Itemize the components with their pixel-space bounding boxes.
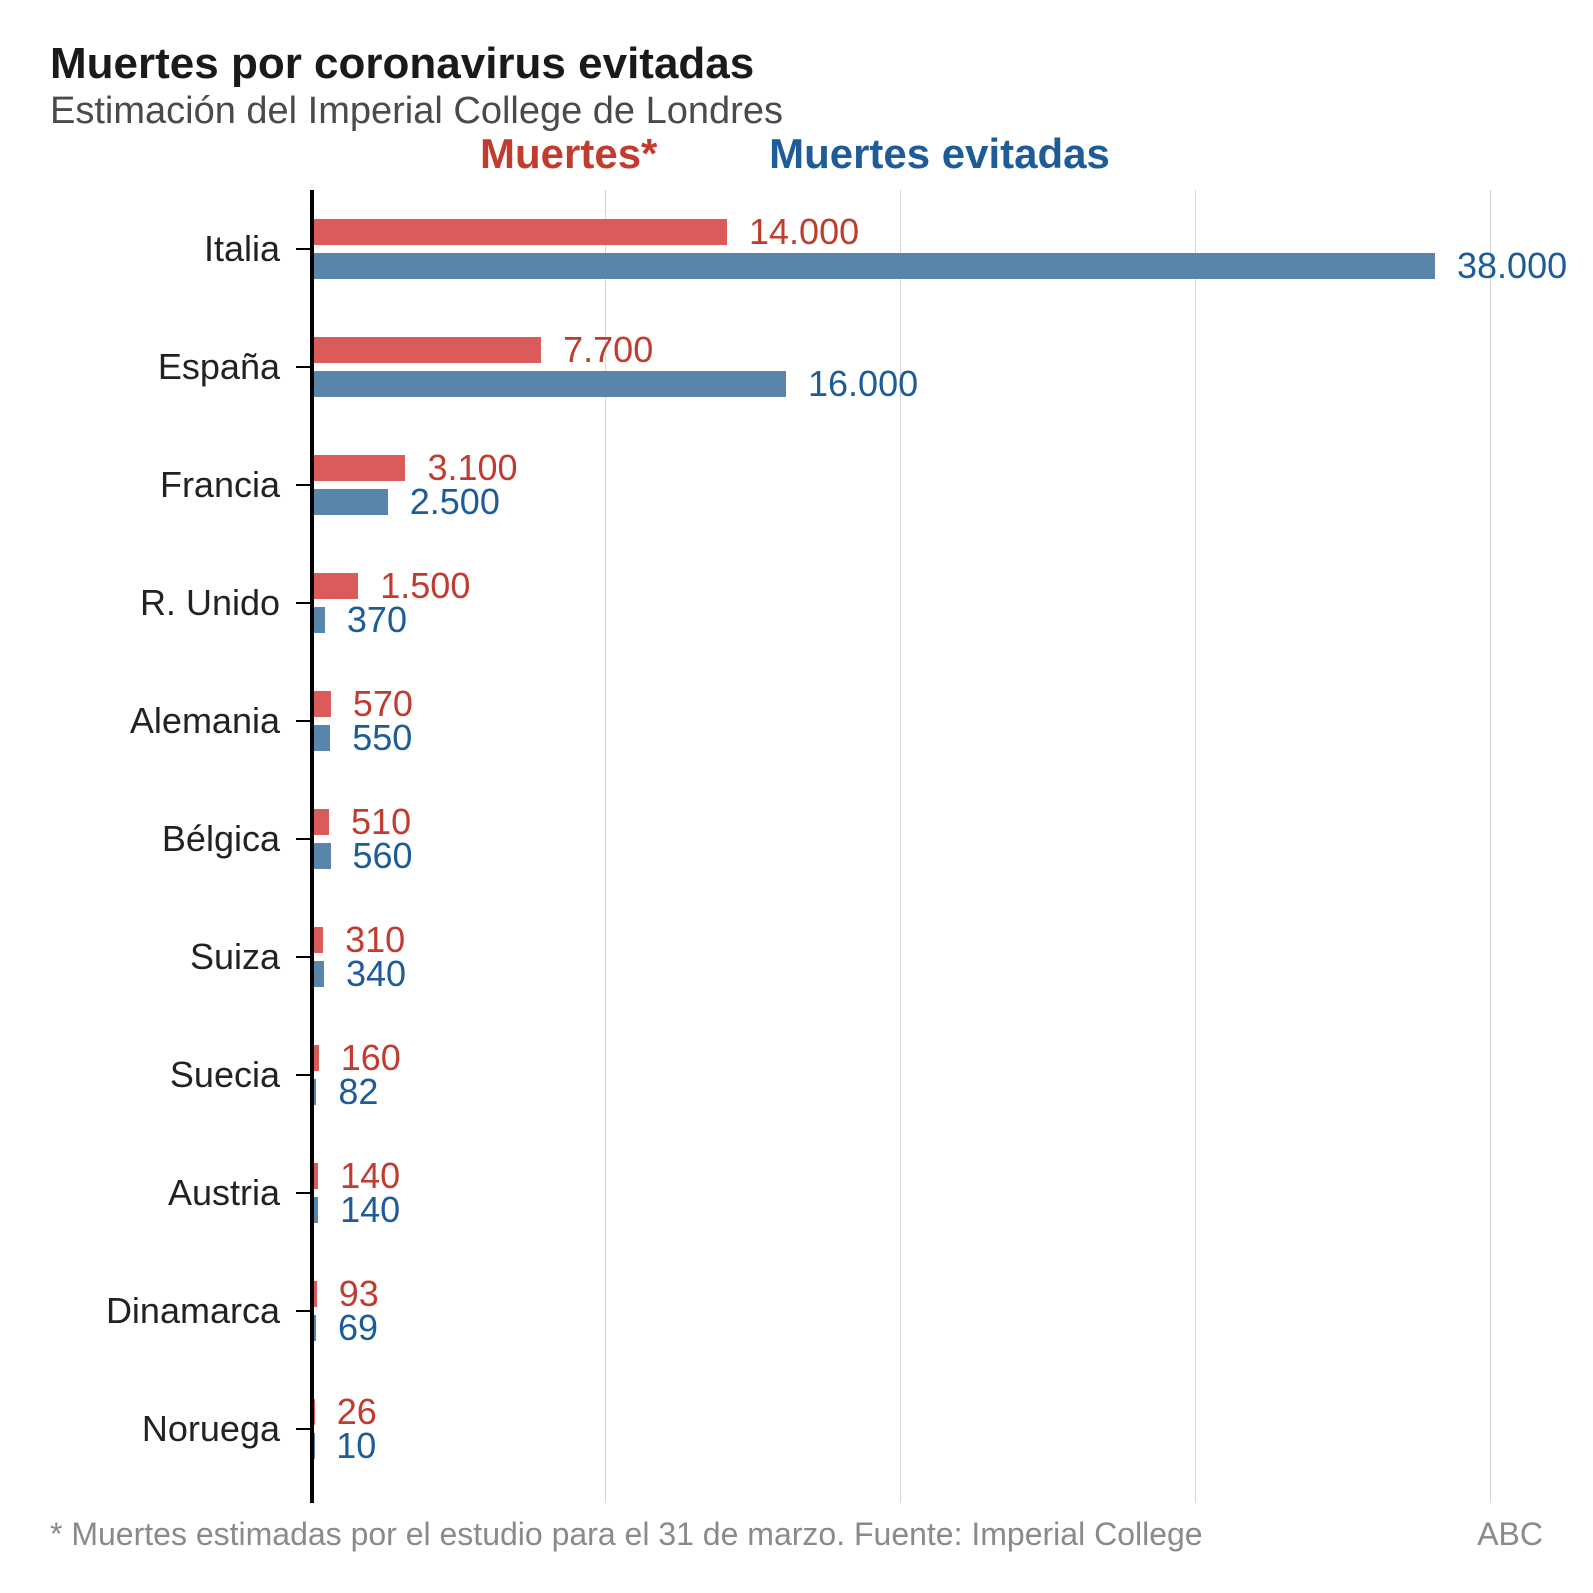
data-row: Suecia16082 [50, 1016, 1543, 1134]
axis-tick [296, 838, 310, 840]
axis-tick [296, 366, 310, 368]
bar-avoided [314, 725, 330, 751]
axis-tick [296, 484, 310, 486]
category-label: España [50, 349, 286, 385]
bar-deaths [314, 1399, 315, 1425]
axis-tick [296, 956, 310, 958]
chart-title: Muertes por coronavirus evitadas [50, 40, 1543, 88]
chart-subtitle: Estimación del Imperial College de Londr… [50, 90, 1543, 133]
chart-footnote: * Muertes estimadas por el estudio para … [50, 1516, 1203, 1553]
bar-deaths [314, 809, 329, 835]
bar-deaths [314, 1045, 319, 1071]
data-row: R. Unido1.500370 [50, 544, 1543, 662]
bar-avoided [314, 371, 786, 397]
axis-tick [296, 1428, 310, 1430]
category-label: Francia [50, 467, 286, 503]
bar-deaths [314, 927, 323, 953]
bar-avoided [314, 1197, 318, 1223]
category-label: Austria [50, 1175, 286, 1211]
data-row: Suiza310340 [50, 898, 1543, 1016]
legend-series-deaths: Muertes* [480, 130, 657, 178]
bar-deaths [314, 691, 331, 717]
bar-label-avoided: 340 [346, 956, 406, 992]
data-row: Bélgica510560 [50, 780, 1543, 898]
plot-area: Italia14.00038.000España7.70016.000Franc… [50, 190, 1543, 1503]
bar-avoided [314, 253, 1435, 279]
bar-deaths [314, 1163, 318, 1189]
bar-avoided [314, 489, 388, 515]
data-row: Noruega2610 [50, 1370, 1543, 1488]
bar-label-avoided: 38.000 [1457, 248, 1567, 284]
bar-deaths [314, 337, 541, 363]
category-label: Noruega [50, 1411, 286, 1447]
chart-container: Muertes por coronavirus evitadas Estimac… [0, 0, 1593, 1593]
category-label: Bélgica [50, 821, 286, 857]
axis-tick [296, 1192, 310, 1194]
category-label: Italia [50, 231, 286, 267]
bar-label-avoided: 82 [338, 1074, 378, 1110]
data-row: Alemania570550 [50, 662, 1543, 780]
data-row: Francia3.1002.500 [50, 426, 1543, 544]
bar-deaths [314, 573, 358, 599]
bar-label-deaths: 14.000 [749, 214, 859, 250]
category-label: Suiza [50, 939, 286, 975]
data-row: Austria140140 [50, 1134, 1543, 1252]
bar-label-avoided: 370 [347, 602, 407, 638]
axis-tick [296, 720, 310, 722]
bar-avoided [314, 1315, 316, 1341]
data-row: Italia14.00038.000 [50, 190, 1543, 308]
category-label: Dinamarca [50, 1293, 286, 1329]
category-label: Alemania [50, 703, 286, 739]
bar-label-avoided: 16.000 [808, 366, 918, 402]
bar-avoided [314, 961, 324, 987]
bar-deaths [314, 219, 727, 245]
axis-tick [296, 248, 310, 250]
bar-avoided [314, 843, 331, 869]
bar-label-avoided: 2.500 [410, 484, 500, 520]
data-row: Dinamarca9369 [50, 1252, 1543, 1370]
axis-tick [296, 602, 310, 604]
bar-deaths [314, 455, 405, 481]
data-row: España 7.700 16.000 [50, 308, 1543, 426]
bar-label-avoided: 560 [353, 838, 413, 874]
legend-series-avoided: Muertes evitadas [769, 130, 1110, 178]
chart-legend: Muertes* Muertes evitadas [480, 130, 1110, 178]
bar-label-avoided: 550 [352, 720, 412, 756]
category-label: Suecia [50, 1057, 286, 1093]
bar-label-avoided: 69 [338, 1310, 378, 1346]
bar-deaths [314, 1281, 317, 1307]
bar-avoided [314, 1079, 316, 1105]
axis-tick [296, 1310, 310, 1312]
axis-tick [296, 1074, 310, 1076]
source-mark: ABC [1477, 1516, 1543, 1553]
category-label: R. Unido [50, 585, 286, 621]
bar-label-deaths: 7.700 [563, 332, 653, 368]
bar-avoided [314, 607, 325, 633]
bar-label-avoided: 10 [336, 1428, 376, 1464]
bar-label-avoided: 140 [340, 1192, 400, 1228]
